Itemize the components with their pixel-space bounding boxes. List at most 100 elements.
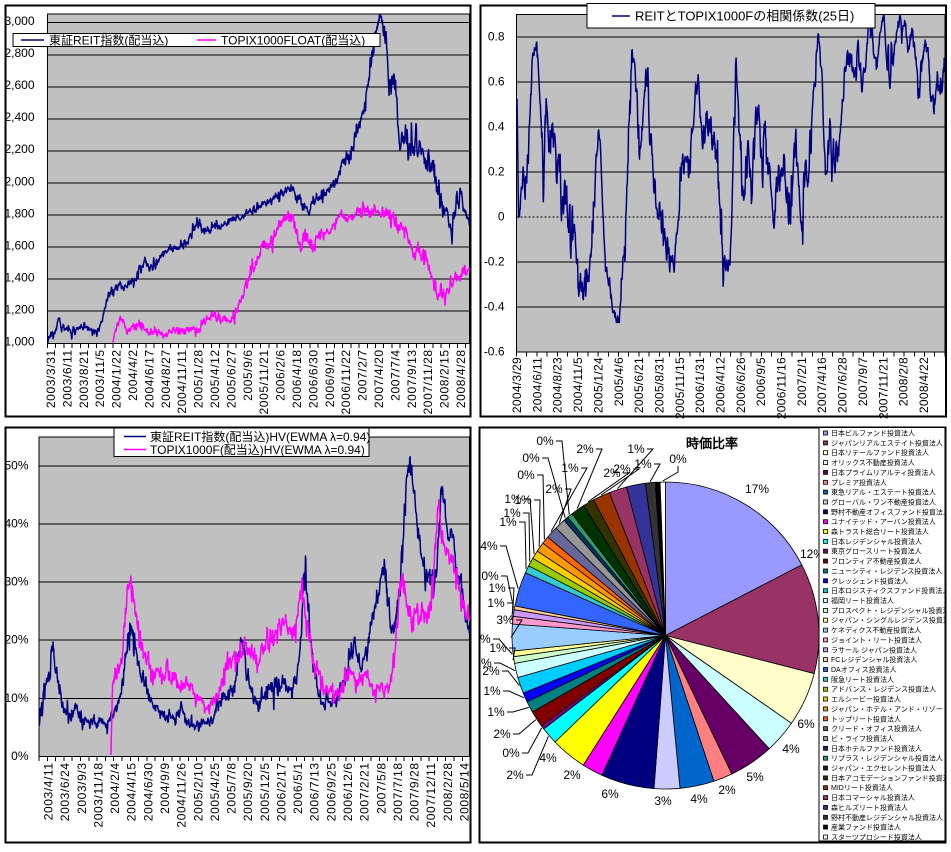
svg-text:0%: 0% [536, 434, 554, 448]
svg-text:0%: 0% [522, 451, 540, 465]
svg-text:ビ・ライフ投資法人: ビ・ライフ投資法人 [831, 734, 894, 743]
svg-text:2006/9/25: 2006/9/25 [324, 762, 338, 821]
svg-text:TOPIX1000FLOAT(配当込): TOPIX1000FLOAT(配当込) [221, 34, 365, 48]
svg-text:3%: 3% [496, 613, 514, 627]
svg-text:0%: 0% [11, 749, 29, 763]
svg-text:2006/4/18: 2006/4/18 [290, 349, 304, 408]
svg-text:10%: 10% [4, 691, 28, 705]
svg-text:2005/11/21: 2005/11/21 [257, 349, 271, 414]
svg-text:2007/4/16: 2007/4/16 [815, 357, 829, 413]
svg-text:0: 0 [498, 210, 505, 224]
svg-text:ニューシティ・レジデンス投資法人: ニューシティ・レジデンス投資法人 [831, 567, 942, 576]
svg-text:スターツプロシード投資法人: スターツプロシード投資法人 [831, 833, 922, 842]
svg-text:2006/4/12: 2006/4/12 [714, 357, 728, 413]
svg-text:REITとTOPIX1000Fの相関係数(25日): REITとTOPIX1000Fの相関係数(25日) [635, 9, 854, 24]
svg-text:日本ホテルファンド投資法人: 日本ホテルファンド投資法人 [831, 744, 922, 753]
svg-text:2006/11/16: 2006/11/16 [775, 357, 789, 419]
svg-text:日本プライムリアルティ投資法人: 日本プライムリアルティ投資法人 [831, 468, 935, 477]
svg-text:1%: 1% [487, 705, 505, 719]
svg-text:ジャパン・エクセレント投資法人: ジャパン・エクセレント投資法人 [831, 764, 936, 773]
svg-text:グローバル・ワン不動産投資法人: グローバル・ワン不動産投資法人 [831, 498, 936, 507]
svg-text:2006/2/6: 2006/2/6 [274, 349, 288, 401]
svg-text:1,000: 1,000 [4, 335, 34, 349]
svg-text:2007/4/20: 2007/4/20 [372, 349, 386, 408]
svg-text:2003/11/5: 2003/11/5 [93, 349, 107, 407]
svg-text:0%: 0% [517, 468, 535, 482]
svg-text:3%: 3% [654, 794, 672, 808]
svg-text:0%: 0% [669, 452, 687, 466]
svg-text:4%: 4% [782, 742, 800, 756]
svg-text:1%: 1% [488, 581, 506, 595]
svg-text:1%: 1% [483, 684, 501, 698]
svg-text:東証REIT指数(配当込): 東証REIT指数(配当込) [49, 33, 168, 48]
svg-text:2%: 2% [603, 466, 621, 480]
svg-text:50%: 50% [4, 458, 28, 472]
svg-text:プレミア投資法人: プレミア投資法人 [831, 478, 887, 487]
svg-text:ジョイント・リート投資法人: ジョイント・リート投資法人 [831, 635, 922, 644]
svg-text:2005/6/21: 2005/6/21 [632, 357, 646, 413]
svg-text:2006/6/26: 2006/6/26 [734, 357, 748, 413]
svg-text:2004/4/2: 2004/4/2 [126, 349, 140, 401]
svg-text:2004/1/22: 2004/1/22 [110, 349, 124, 408]
svg-text:2003/6/24: 2003/6/24 [58, 762, 72, 821]
svg-text:時価比率: 時価比率 [686, 436, 738, 451]
svg-text:トップリート投資法人: トップリート投資法人 [831, 714, 901, 723]
svg-text:2006/9/11: 2006/9/11 [323, 349, 337, 407]
svg-text:2007/6/28: 2007/6/28 [836, 357, 850, 413]
svg-text:2007/12/11: 2007/12/11 [424, 762, 438, 827]
svg-text:1%: 1% [503, 506, 521, 520]
svg-text:1%: 1% [514, 493, 532, 507]
svg-text:2004/11/11: 2004/11/11 [175, 349, 189, 413]
svg-text:2%: 2% [545, 482, 563, 496]
svg-text:2004/8/27: 2004/8/27 [159, 349, 173, 408]
svg-text:2,000: 2,000 [4, 174, 34, 188]
svg-text:2008/2/15: 2008/2/15 [438, 349, 452, 408]
svg-text:プロスペクト・レジデンシャル投資法人: プロスペクト・レジデンシャル投資法人 [831, 606, 951, 615]
svg-text:2005/12/5: 2005/12/5 [258, 762, 272, 821]
svg-text:2004/2/4: 2004/2/4 [108, 762, 122, 814]
svg-text:日本ロジスティクスファンド投資法人: 日本ロジスティクスファンド投資法人 [831, 586, 949, 595]
svg-text:2005/4/12: 2005/4/12 [208, 349, 222, 408]
svg-text:1,400: 1,400 [4, 271, 34, 285]
svg-text:2005/1/24: 2005/1/24 [591, 357, 605, 413]
svg-text:2004/11/26: 2004/11/26 [175, 762, 189, 827]
svg-text:2006/9/5: 2006/9/5 [754, 357, 768, 406]
svg-text:2007/9/28: 2007/9/28 [408, 762, 422, 821]
svg-text:2007/11/21: 2007/11/21 [876, 357, 890, 419]
svg-text:2%: 2% [613, 462, 631, 476]
svg-text:30%: 30% [4, 575, 28, 589]
svg-text:2008/2/8: 2008/2/8 [897, 357, 911, 406]
svg-text:日本アコモデーションファンド投資法人: 日本アコモデーションファンド投資法人 [831, 773, 951, 782]
svg-text:2005/1/28: 2005/1/28 [192, 349, 206, 408]
svg-text:2004/8/23: 2004/8/23 [551, 357, 565, 413]
svg-text:FCレジデンシャル投資法人: FCレジデンシャル投資法人 [831, 655, 917, 664]
svg-text:2005/8/31: 2005/8/31 [653, 357, 667, 413]
svg-text:日本ビルファンド投資法人: 日本ビルファンド投資法人 [831, 429, 915, 438]
svg-text:1%: 1% [627, 442, 645, 456]
svg-text:1%: 1% [499, 515, 517, 529]
svg-text:2%: 2% [563, 768, 581, 782]
svg-text:2005/4/25: 2005/4/25 [208, 762, 222, 821]
svg-text:17%: 17% [745, 482, 769, 496]
svg-text:クレッシェンド投資法人: クレッシェンド投資法人 [831, 576, 908, 585]
svg-text:-0.2: -0.2 [484, 255, 505, 269]
svg-text:2,400: 2,400 [4, 110, 34, 124]
svg-text:ジャパン・ホテル・アンド・リゾート投資法人: ジャパン・ホテル・アンド・リゾート投資法人 [831, 704, 951, 713]
svg-text:1,200: 1,200 [4, 303, 34, 317]
svg-text:2006/2/17: 2006/2/17 [275, 762, 289, 821]
svg-text:東急リアル・エステート投資法人: 東急リアル・エステート投資法人 [831, 488, 936, 497]
svg-text:MIDリート投資法人: MIDリート投資法人 [831, 783, 893, 792]
svg-text:フロンティア不動産投資法人: フロンティア不動産投資法人 [831, 557, 922, 566]
svg-text:6%: 6% [601, 787, 619, 801]
svg-text:-0.4: -0.4 [484, 300, 505, 314]
svg-text:2005/4/6: 2005/4/6 [612, 357, 626, 406]
svg-text:野村不動産レジデンシャル投資法人: 野村不動産レジデンシャル投資法人 [831, 813, 943, 822]
svg-text:リプラス・レジデンシャル投資法人: リプラス・レジデンシャル投資法人 [831, 754, 943, 763]
svg-text:0.4: 0.4 [488, 120, 505, 134]
svg-text:2%: 2% [506, 768, 524, 782]
svg-text:2004/3/29: 2004/3/29 [510, 357, 524, 413]
svg-text:森ヒルズリート投資法人: 森ヒルズリート投資法人 [831, 803, 908, 812]
svg-text:0.8: 0.8 [488, 30, 505, 44]
svg-text:DAオフィス投資法人: DAオフィス投資法人 [831, 665, 897, 674]
svg-text:2005/2/10: 2005/2/10 [191, 762, 205, 821]
